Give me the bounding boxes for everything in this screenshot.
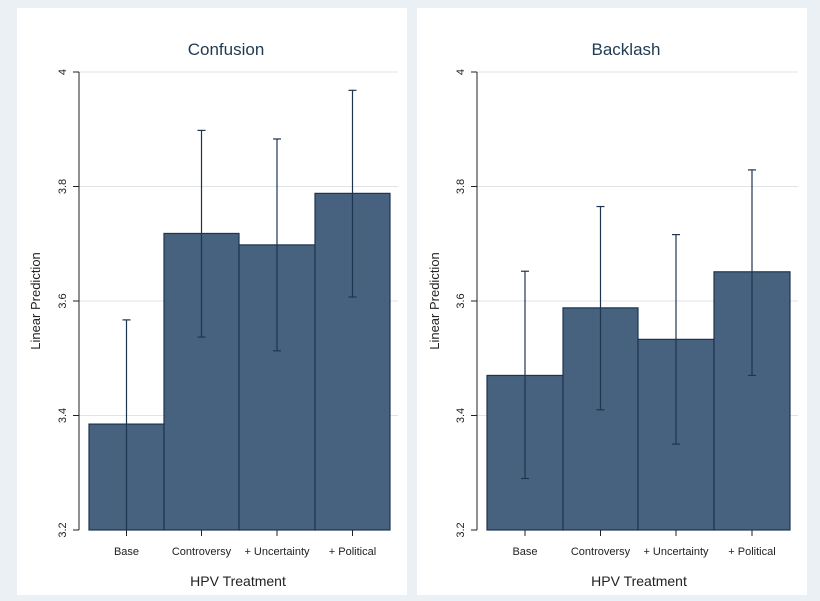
y-tick-label: 3.6: [455, 293, 467, 308]
panel-title: Backlash: [592, 40, 661, 59]
x-axis-title: HPV Treatment: [190, 573, 286, 589]
y-axis: 3.2 3.4 3.6 3.8 4 Linear Prediction: [427, 69, 478, 538]
y-axis: 3.2 3.4 3.6 3.8 4 Linear Prediction: [28, 69, 80, 538]
y-tick-label: 3.8: [57, 179, 69, 194]
x-tick-label: Base: [512, 546, 537, 558]
x-axis-title: HPV Treatment: [591, 573, 687, 589]
y-tick-label: 3.8: [455, 179, 467, 194]
error-bar-controversy: [596, 205, 605, 411]
y-axis-title: Linear Prediction: [28, 252, 43, 350]
panel-title: Confusion: [188, 40, 265, 59]
y-axis-title: Linear Prediction: [427, 252, 442, 350]
x-tick-label: + Political: [728, 546, 775, 558]
y-tick-label: 3.4: [57, 408, 69, 423]
error-bar-political: [348, 89, 357, 298]
error-bar-controversy: [197, 129, 206, 338]
error-bars: [122, 89, 357, 530]
x-tick-label: + Uncertainty: [244, 546, 310, 558]
y-tick-label: 3.4: [455, 408, 467, 423]
panel-confusion: Confusion 3.2 3.4 3.6 3.8 4 Linear Predi…: [17, 8, 407, 595]
y-tick-label: 4: [455, 69, 467, 75]
x-tick-label: + Uncertainty: [643, 546, 709, 558]
error-bar-uncertainty: [672, 233, 680, 445]
x-tick-label: Controversy: [571, 546, 631, 558]
panel-backlash: Backlash 3.2 3.4 3.6 3.8 4 Linear Predic…: [417, 8, 807, 595]
error-bar-base: [122, 319, 131, 530]
x-axis: Base Controversy + Uncertainty + Politic…: [114, 530, 376, 589]
error-bars: [521, 169, 756, 480]
y-tick-label: 4: [57, 69, 69, 75]
y-tick-label: 3.2: [57, 522, 69, 537]
y-tick-label: 3.6: [57, 293, 69, 308]
x-axis: Base Controversy + Uncertainty + Politic…: [512, 530, 776, 589]
error-bar-political: [748, 169, 756, 377]
x-tick-label: + Political: [329, 546, 376, 558]
x-tick-label: Base: [114, 546, 139, 558]
y-tick-label: 3.2: [455, 522, 467, 537]
error-bar-base: [521, 270, 529, 480]
x-tick-label: Controversy: [172, 546, 232, 558]
error-bar-uncertainty: [273, 138, 281, 352]
